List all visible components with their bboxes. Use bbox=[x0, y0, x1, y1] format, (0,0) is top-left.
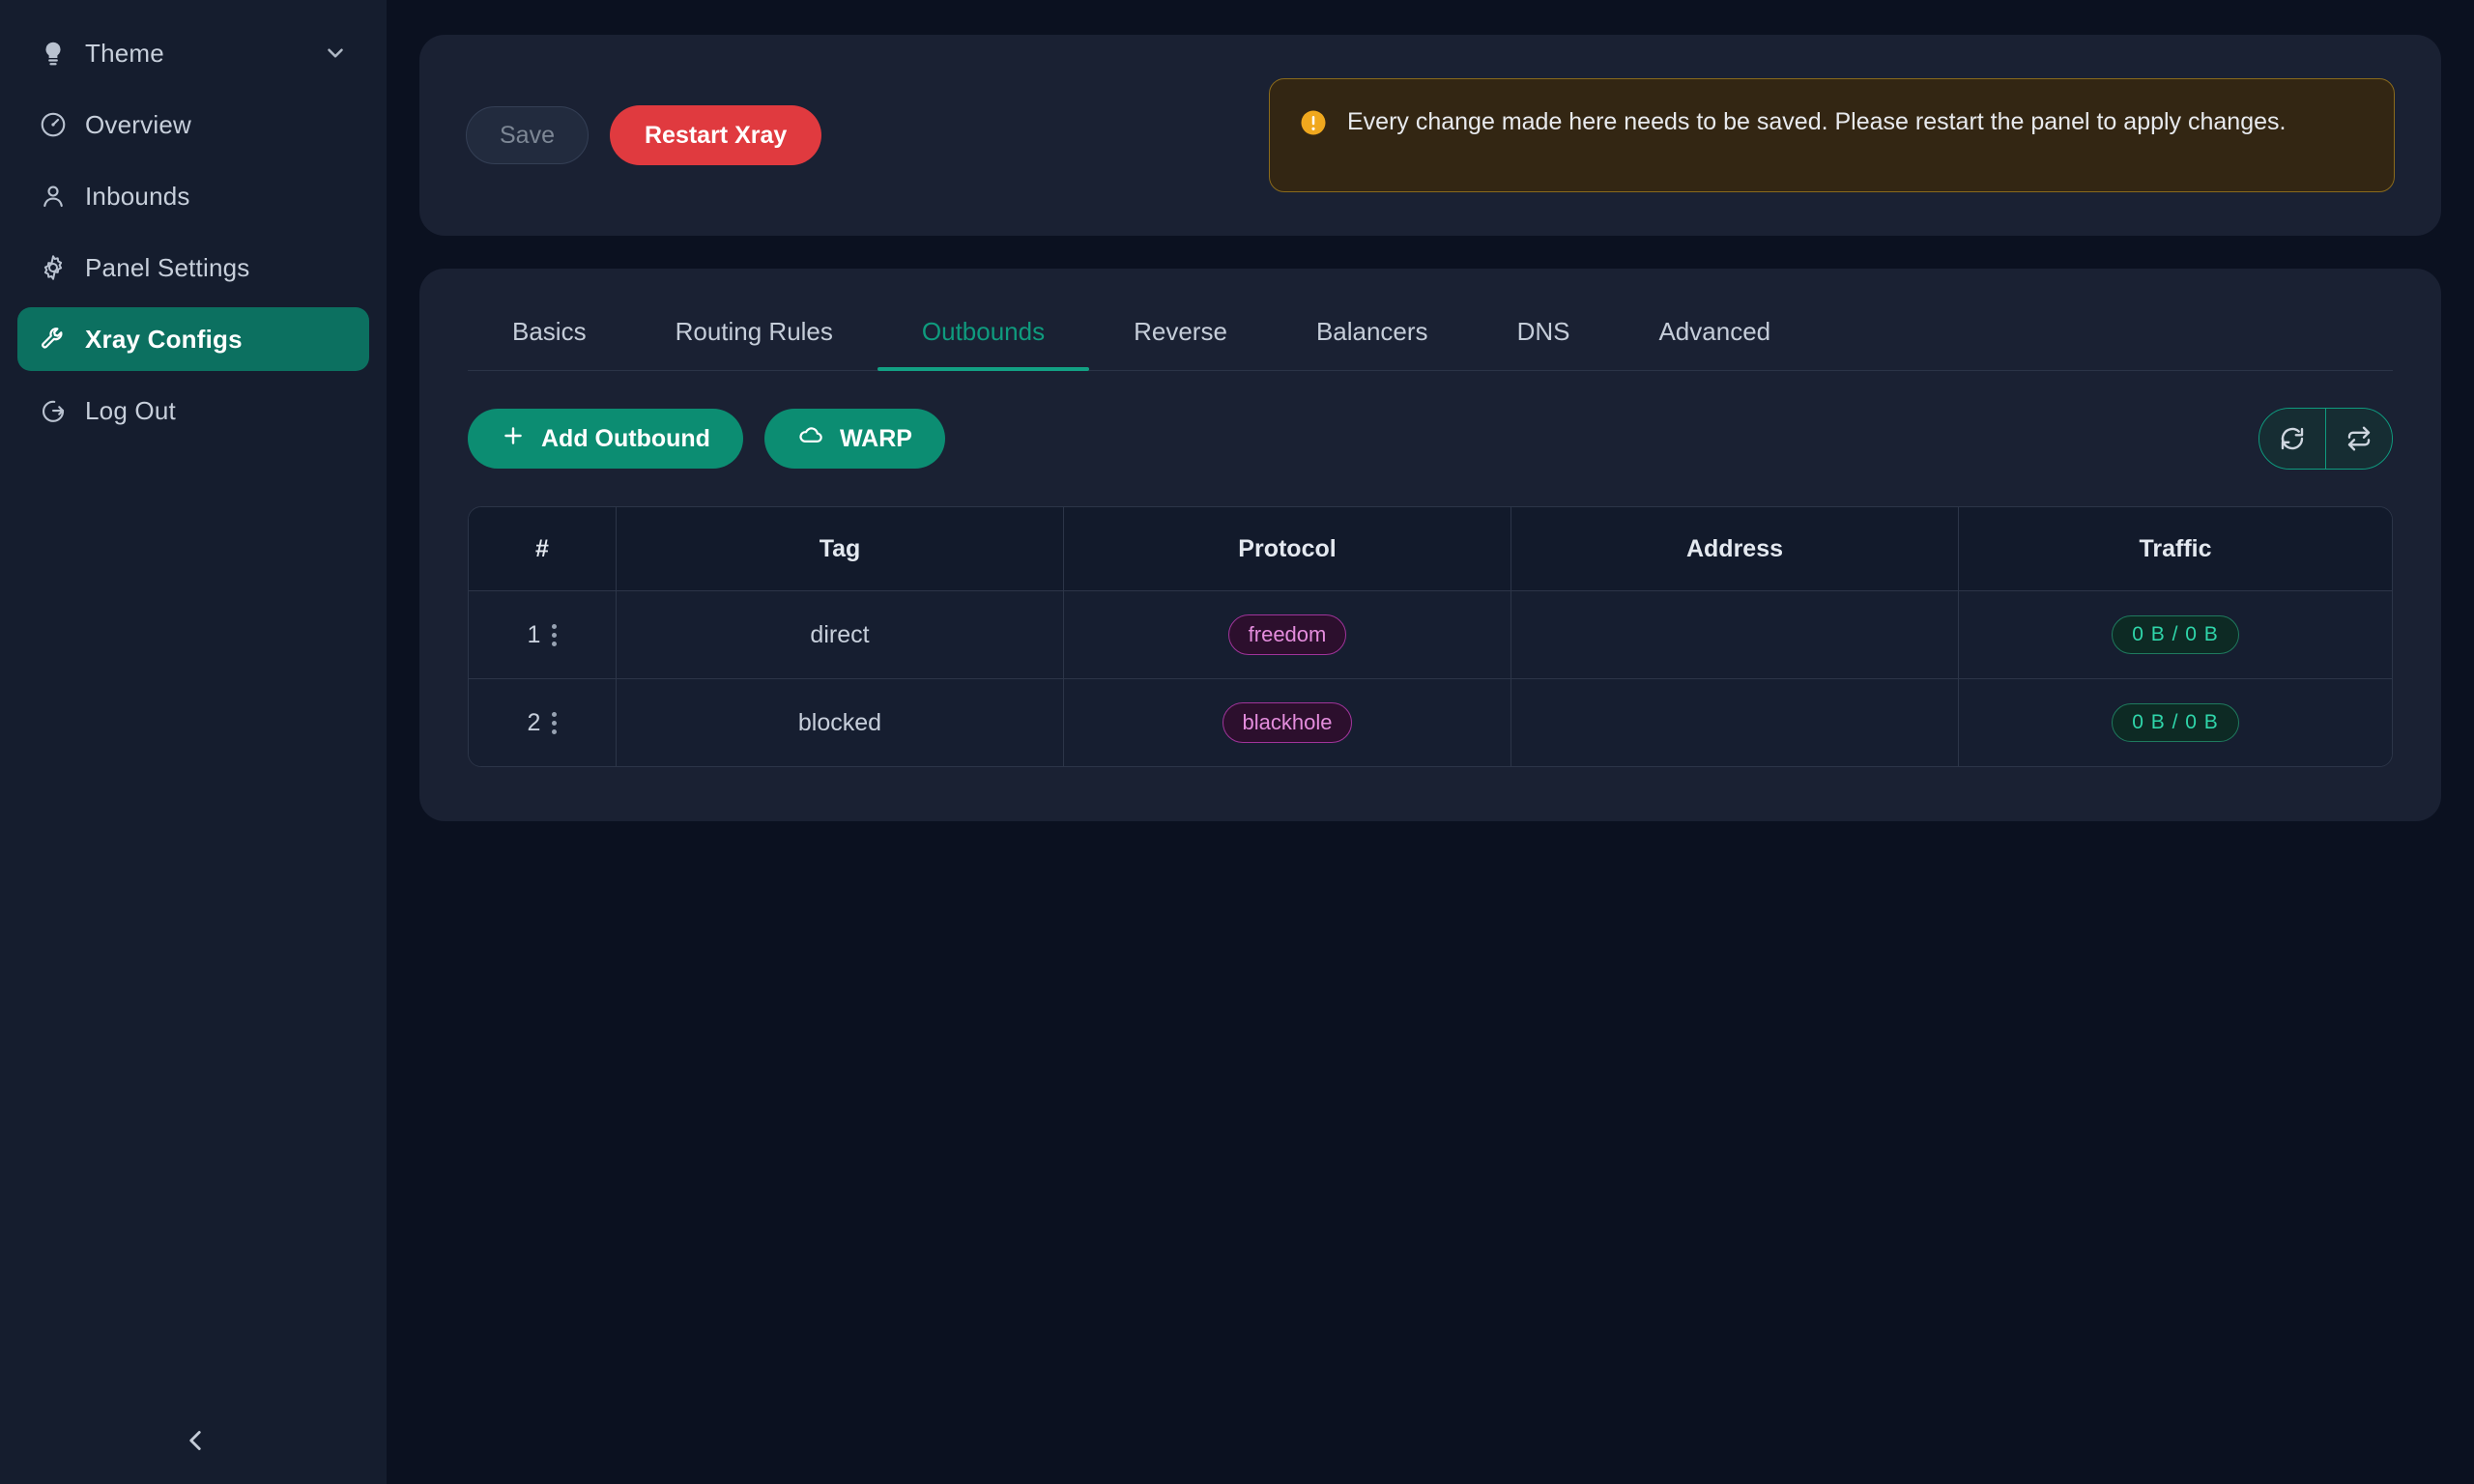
wrench-icon bbox=[39, 325, 75, 354]
cell-tag: direct bbox=[617, 591, 1064, 679]
main-content: Save Restart Xray Every change made here… bbox=[387, 0, 2474, 1484]
outbounds-table: # Tag Protocol Address Traffic 1 bbox=[468, 506, 2393, 767]
warning-icon bbox=[1299, 108, 1328, 142]
save-button[interactable]: Save bbox=[466, 106, 589, 164]
bulb-icon bbox=[39, 39, 75, 68]
cell-tag: blocked bbox=[617, 679, 1064, 766]
cell-protocol: freedom bbox=[1064, 591, 1511, 679]
sidebar-item-overview[interactable]: Overview bbox=[17, 93, 369, 157]
column-header-address: Address bbox=[1511, 507, 1959, 591]
sidebar-item-label: Overview bbox=[85, 109, 191, 139]
table-header-row: # Tag Protocol Address Traffic bbox=[469, 507, 2392, 591]
cell-address bbox=[1511, 679, 1959, 766]
traffic-badge: 0 B / 0 B bbox=[2112, 703, 2239, 742]
sidebar-item-label: Xray Configs bbox=[85, 324, 243, 354]
row-menu-icon[interactable] bbox=[552, 711, 558, 734]
logout-icon bbox=[39, 396, 75, 425]
cell-address bbox=[1511, 591, 1959, 679]
outbound-actions: Add Outbound WARP bbox=[468, 408, 2393, 470]
config-tabs: Basics Routing Rules Outbounds Reverse B… bbox=[468, 307, 2393, 371]
cell-index: 2 bbox=[469, 679, 617, 766]
protocol-badge: blackhole bbox=[1222, 702, 1353, 743]
gear-icon bbox=[39, 253, 75, 282]
restart-xray-button[interactable]: Restart Xray bbox=[609, 105, 822, 165]
column-header-index: # bbox=[469, 507, 617, 591]
sidebar-item-label: Panel Settings bbox=[85, 252, 250, 282]
column-header-traffic: Traffic bbox=[1959, 507, 2392, 591]
cell-traffic: 0 B / 0 B bbox=[1959, 591, 2392, 679]
sidebar-item-label: Log Out bbox=[85, 395, 176, 425]
warning-alert: Every change made here needs to be saved… bbox=[1269, 78, 2395, 192]
tab-reverse[interactable]: Reverse bbox=[1134, 317, 1227, 346]
warning-alert-text: Every change made here needs to be saved… bbox=[1347, 108, 2287, 135]
sidebar-item-label: Inbounds bbox=[85, 181, 190, 211]
tab-advanced[interactable]: Advanced bbox=[1658, 317, 1771, 346]
sidebar-item-inbounds[interactable]: Inbounds bbox=[17, 164, 369, 228]
row-number: 2 bbox=[527, 708, 541, 736]
tab-routing-rules[interactable]: Routing Rules bbox=[675, 317, 833, 346]
xray-configs-card: Basics Routing Rules Outbounds Reverse B… bbox=[419, 269, 2441, 821]
column-header-tag: Tag bbox=[617, 507, 1064, 591]
chevron-left-icon bbox=[189, 1431, 201, 1450]
chevron-down-icon[interactable] bbox=[323, 41, 348, 66]
cell-protocol: blackhole bbox=[1064, 679, 1511, 766]
tab-balancers[interactable]: Balancers bbox=[1315, 317, 1428, 346]
cell-traffic: 0 B / 0 B bbox=[1959, 679, 2392, 766]
sidebar-item-panel-settings[interactable]: Panel Settings bbox=[17, 236, 369, 300]
repeat-icon[interactable] bbox=[2325, 409, 2392, 469]
gauge-icon bbox=[39, 110, 75, 139]
tab-basics[interactable]: Basics bbox=[512, 317, 587, 346]
add-outbound-button[interactable]: Add Outbound bbox=[468, 409, 743, 469]
sidebar-collapse-button[interactable] bbox=[170, 1415, 220, 1466]
warp-label: WARP bbox=[839, 424, 912, 452]
cloud-icon bbox=[797, 422, 824, 456]
sidebar-item-xray-configs[interactable]: Xray Configs bbox=[17, 307, 369, 371]
sidebar: Theme Overview Inbounds bbox=[0, 0, 387, 1484]
user-icon bbox=[39, 182, 75, 211]
tab-dns[interactable]: DNS bbox=[1516, 317, 1570, 346]
traffic-badge: 0 B / 0 B bbox=[2112, 615, 2239, 654]
table-row[interactable]: 2 blocked blackhole 0 B / 0 B bbox=[469, 679, 2392, 766]
warp-button[interactable]: WARP bbox=[763, 409, 945, 469]
add-outbound-label: Add Outbound bbox=[541, 424, 710, 452]
protocol-badge: freedom bbox=[1227, 614, 1347, 655]
row-menu-icon[interactable] bbox=[552, 623, 558, 646]
cell-index: 1 bbox=[469, 591, 617, 679]
action-bar-card: Save Restart Xray Every change made here… bbox=[419, 35, 2441, 236]
plus-icon bbox=[501, 423, 526, 455]
column-header-protocol: Protocol bbox=[1064, 507, 1511, 591]
sidebar-item-theme[interactable]: Theme bbox=[17, 21, 369, 85]
refresh-icon[interactable] bbox=[2259, 409, 2325, 469]
row-number: 1 bbox=[527, 620, 541, 648]
tab-outbounds[interactable]: Outbounds bbox=[877, 307, 1090, 371]
sidebar-item-label: Theme bbox=[85, 38, 164, 68]
sidebar-item-log-out[interactable]: Log Out bbox=[17, 379, 369, 442]
table-tool-buttons bbox=[2258, 408, 2393, 470]
table-row[interactable]: 1 direct freedom 0 B / 0 B bbox=[469, 591, 2392, 679]
